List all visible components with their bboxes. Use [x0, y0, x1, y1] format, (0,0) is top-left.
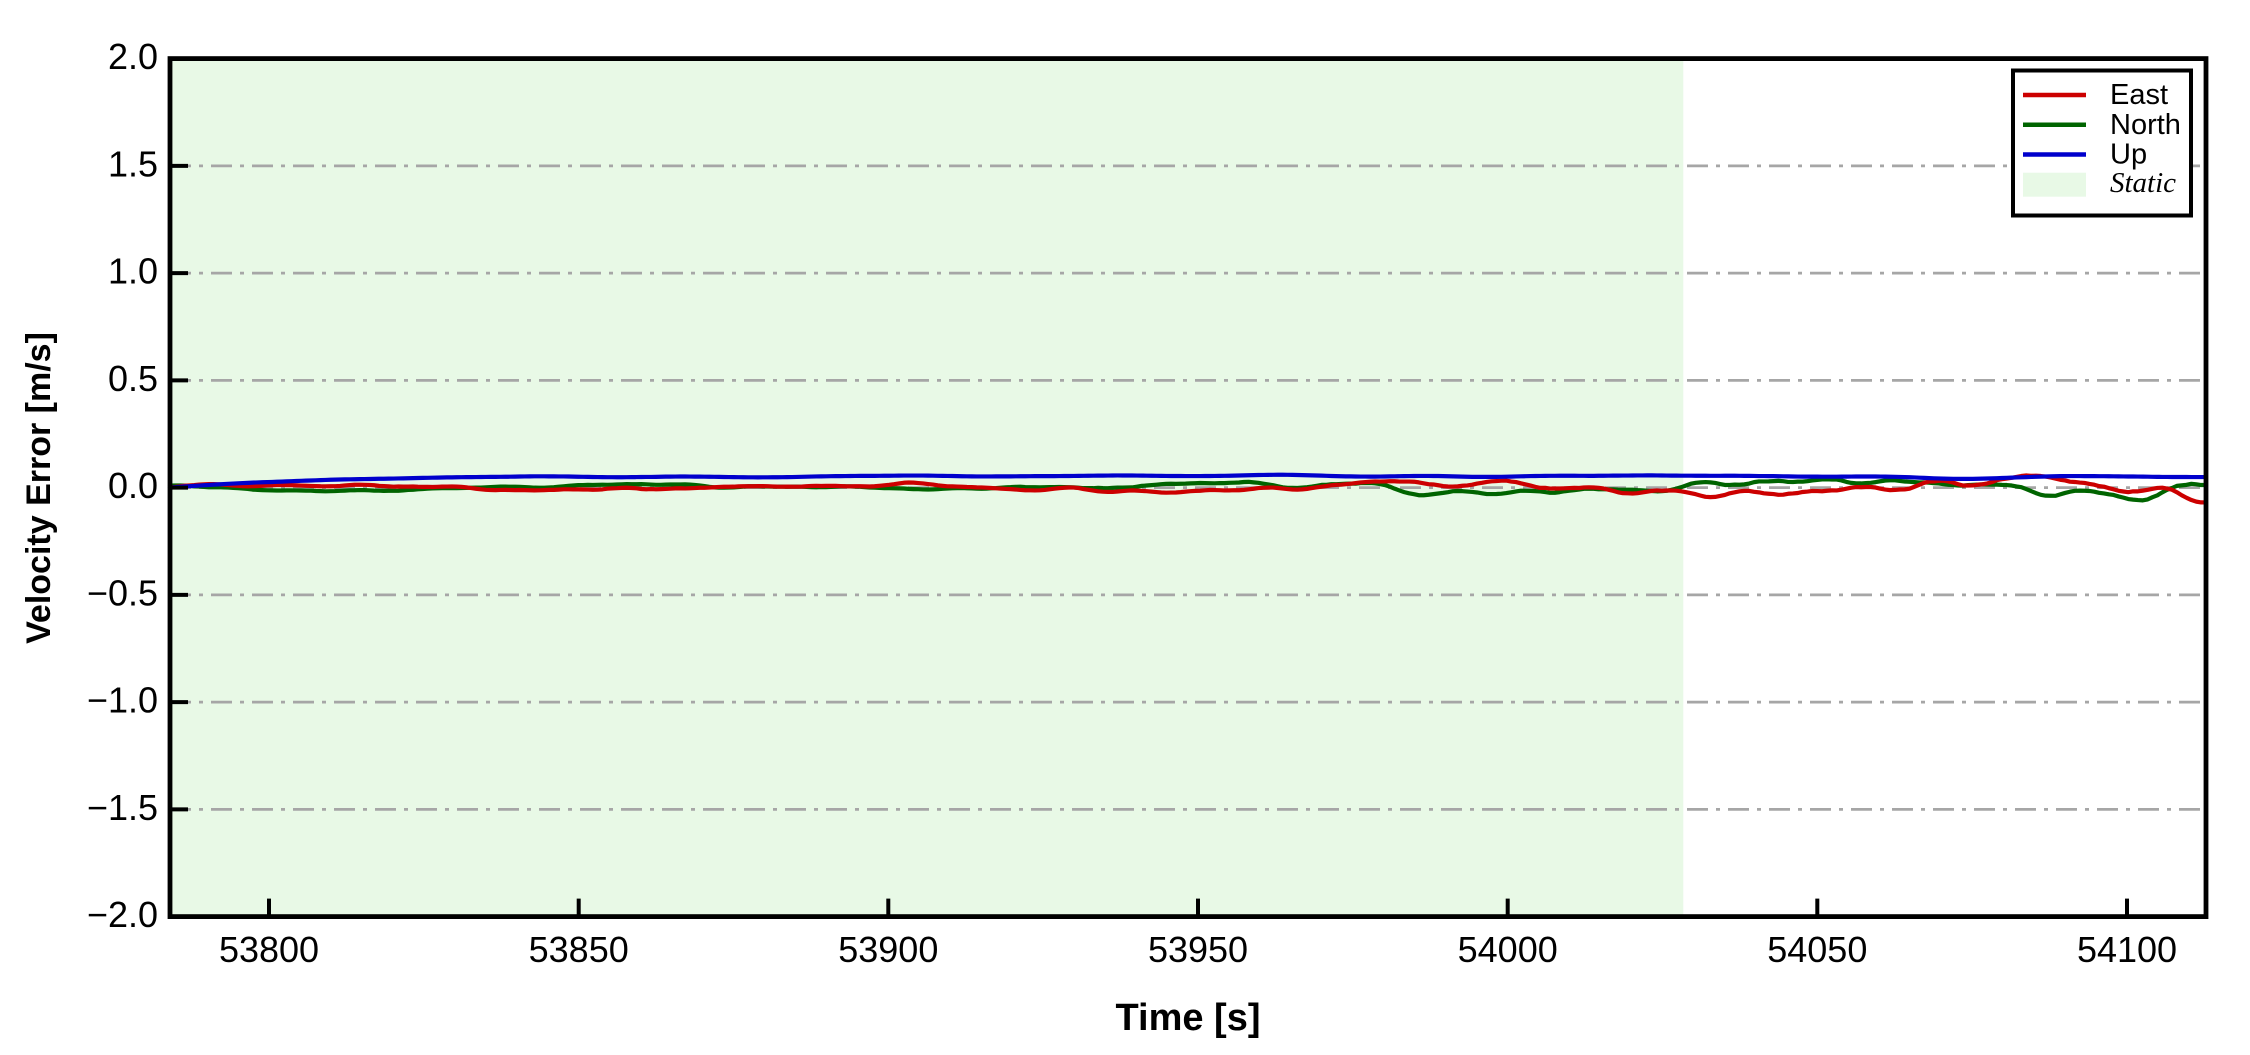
- svg-text:−2.0: −2.0: [87, 894, 158, 935]
- svg-text:−1.0: −1.0: [87, 680, 158, 721]
- svg-text:0.5: 0.5: [108, 358, 158, 399]
- svg-text:0.0: 0.0: [108, 465, 158, 506]
- svg-text:54050: 54050: [1767, 929, 1867, 970]
- svg-text:−0.5: −0.5: [87, 572, 158, 613]
- svg-text:53800: 53800: [219, 929, 319, 970]
- svg-text:Velocity Error [m/s]: Velocity Error [m/s]: [20, 332, 58, 644]
- svg-text:North: North: [2110, 109, 2181, 141]
- svg-text:−1.5: −1.5: [87, 787, 158, 828]
- svg-text:2.0: 2.0: [108, 36, 158, 77]
- svg-text:54100: 54100: [2077, 929, 2177, 970]
- svg-text:Static: Static: [2110, 167, 2176, 199]
- svg-text:1.0: 1.0: [108, 251, 158, 292]
- svg-text:53850: 53850: [529, 929, 629, 970]
- svg-text:53950: 53950: [1148, 929, 1248, 970]
- svg-text:East: East: [2110, 79, 2168, 111]
- svg-text:Time [s]: Time [s]: [1115, 997, 1260, 1039]
- svg-text:1.5: 1.5: [108, 144, 158, 185]
- svg-text:54000: 54000: [1458, 929, 1558, 970]
- svg-text:Up: Up: [2110, 139, 2147, 171]
- svg-text:53900: 53900: [838, 929, 938, 970]
